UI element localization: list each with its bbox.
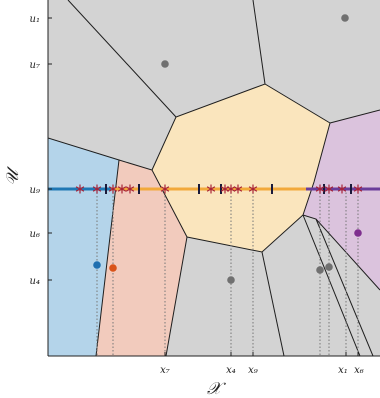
star-marker <box>248 184 258 194</box>
blue-point <box>93 261 101 269</box>
star-marker <box>117 184 127 194</box>
voronoi-regions <box>48 0 380 356</box>
orange-point <box>109 264 117 272</box>
boundary-lower-3 <box>315 218 374 356</box>
y-tick-label-u9: u₉ <box>30 185 40 196</box>
x-tick-label-x1: x₁ <box>338 365 348 376</box>
star-marker <box>315 184 325 194</box>
purple-point <box>354 229 362 237</box>
star-marker <box>337 184 347 194</box>
star-markers <box>75 184 363 194</box>
x-tick-label-x4: x₄ <box>226 365 236 376</box>
y-tick-label-u7: u₇ <box>30 60 40 71</box>
x-axis-label: 𝒳 <box>207 379 227 398</box>
sample-points <box>93 14 362 284</box>
star-marker <box>324 184 334 194</box>
star-marker <box>233 184 243 194</box>
star-marker <box>108 184 118 194</box>
blue-region <box>48 138 119 356</box>
bar-markers <box>105 184 352 194</box>
y-tick-label-u6: u₆ <box>30 229 40 240</box>
region-boundaries <box>48 0 380 356</box>
axes <box>47 0 380 357</box>
boundary-purple <box>329 109 380 124</box>
star-marker <box>125 184 135 194</box>
gray-point-u4 <box>227 276 235 284</box>
boundary-yellow-top <box>151 83 331 171</box>
x-tick-label-x6: x₆ <box>354 365 364 376</box>
purple-region <box>303 110 380 290</box>
boundary-top-left <box>67 0 177 118</box>
y-tick-label-u1: u₁ <box>30 14 40 25</box>
star-marker <box>206 184 216 194</box>
boundary-lower-1 <box>261 251 285 356</box>
star-marker <box>92 184 102 194</box>
star-marker <box>160 184 170 194</box>
x-tick-label-x7: x₇ <box>160 365 170 376</box>
gray-point <box>325 263 333 271</box>
boundary-lower-2 <box>302 214 361 356</box>
gray-point-u1 <box>341 14 349 22</box>
star-marker <box>75 184 85 194</box>
y-tick-label-u4: u₄ <box>30 276 40 287</box>
boundary-orange-yellow <box>118 159 188 356</box>
star-marker <box>226 184 236 194</box>
x-tick-label-x9: x₉ <box>248 365 258 376</box>
orange-region <box>96 160 187 356</box>
y-axis-label: 𝒰 <box>3 166 23 186</box>
gray-point <box>316 266 324 274</box>
boundary-top-right <box>252 0 266 85</box>
yellow-region <box>152 84 330 252</box>
gray-point-u7 <box>161 60 169 68</box>
star-marker <box>353 184 363 194</box>
